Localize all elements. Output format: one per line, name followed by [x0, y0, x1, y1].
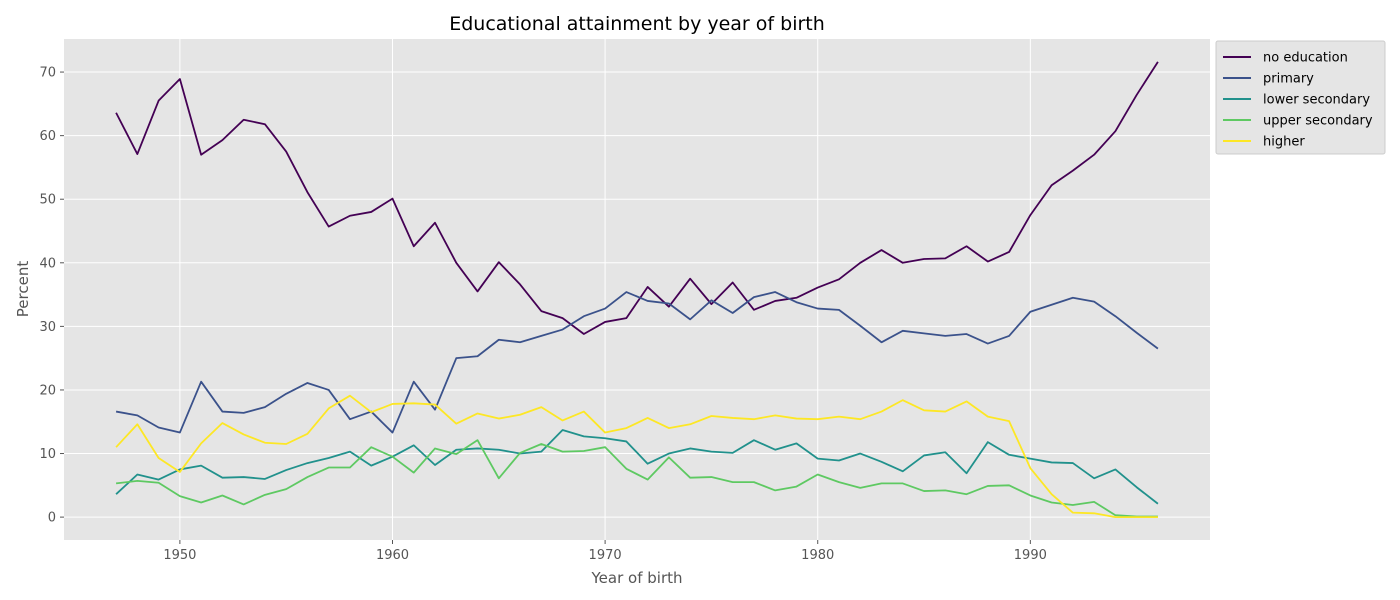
x-tick-label: 1990 [1014, 548, 1047, 563]
x-tick-label: 1980 [801, 548, 834, 563]
series-line-lower-secondary [115, 429, 1159, 505]
y-tick-label: 0 [48, 511, 56, 526]
series-line-primary [115, 291, 1159, 434]
series-line-no-education [115, 61, 1159, 335]
x-axis-ticks: 1950 1960 1970 1980 1990 [163, 540, 1047, 563]
legend-label: primary [1263, 72, 1314, 87]
legend: no education primary lower secondary upper … [1215, 40, 1386, 155]
x-tick-label: 1970 [589, 548, 622, 563]
series-line-higher [115, 394, 1158, 519]
legend-label: lower secondary [1263, 93, 1370, 108]
legend-label: upper secondary [1263, 114, 1373, 129]
legend-label: higher [1263, 135, 1305, 150]
y-tick-label: 40 [39, 256, 56, 271]
y-axis-ticks: 0 10 20 30 40 50 60 70 [39, 66, 64, 526]
y-tick-label: 70 [39, 66, 56, 81]
y-tick-label: 60 [39, 129, 56, 144]
y-tick-label: 10 [39, 447, 56, 462]
y-tick-label: 20 [39, 383, 56, 398]
legend-box [1215, 40, 1386, 155]
legend-label: no education [1263, 51, 1348, 66]
plot-background [64, 39, 1210, 540]
chart-title: Educational attainment by year of birth [449, 13, 825, 35]
grid-lines [64, 39, 1210, 540]
x-axis-label: Year of birth [591, 569, 683, 587]
x-tick-label: 1960 [376, 548, 409, 563]
y-tick-label: 30 [39, 320, 56, 335]
y-tick-label: 50 [39, 193, 56, 208]
series-line-upper-secondary [115, 439, 1158, 518]
y-axis-label: Percent [14, 261, 32, 318]
x-tick-label: 1950 [163, 548, 196, 563]
series-lines [115, 61, 1159, 519]
